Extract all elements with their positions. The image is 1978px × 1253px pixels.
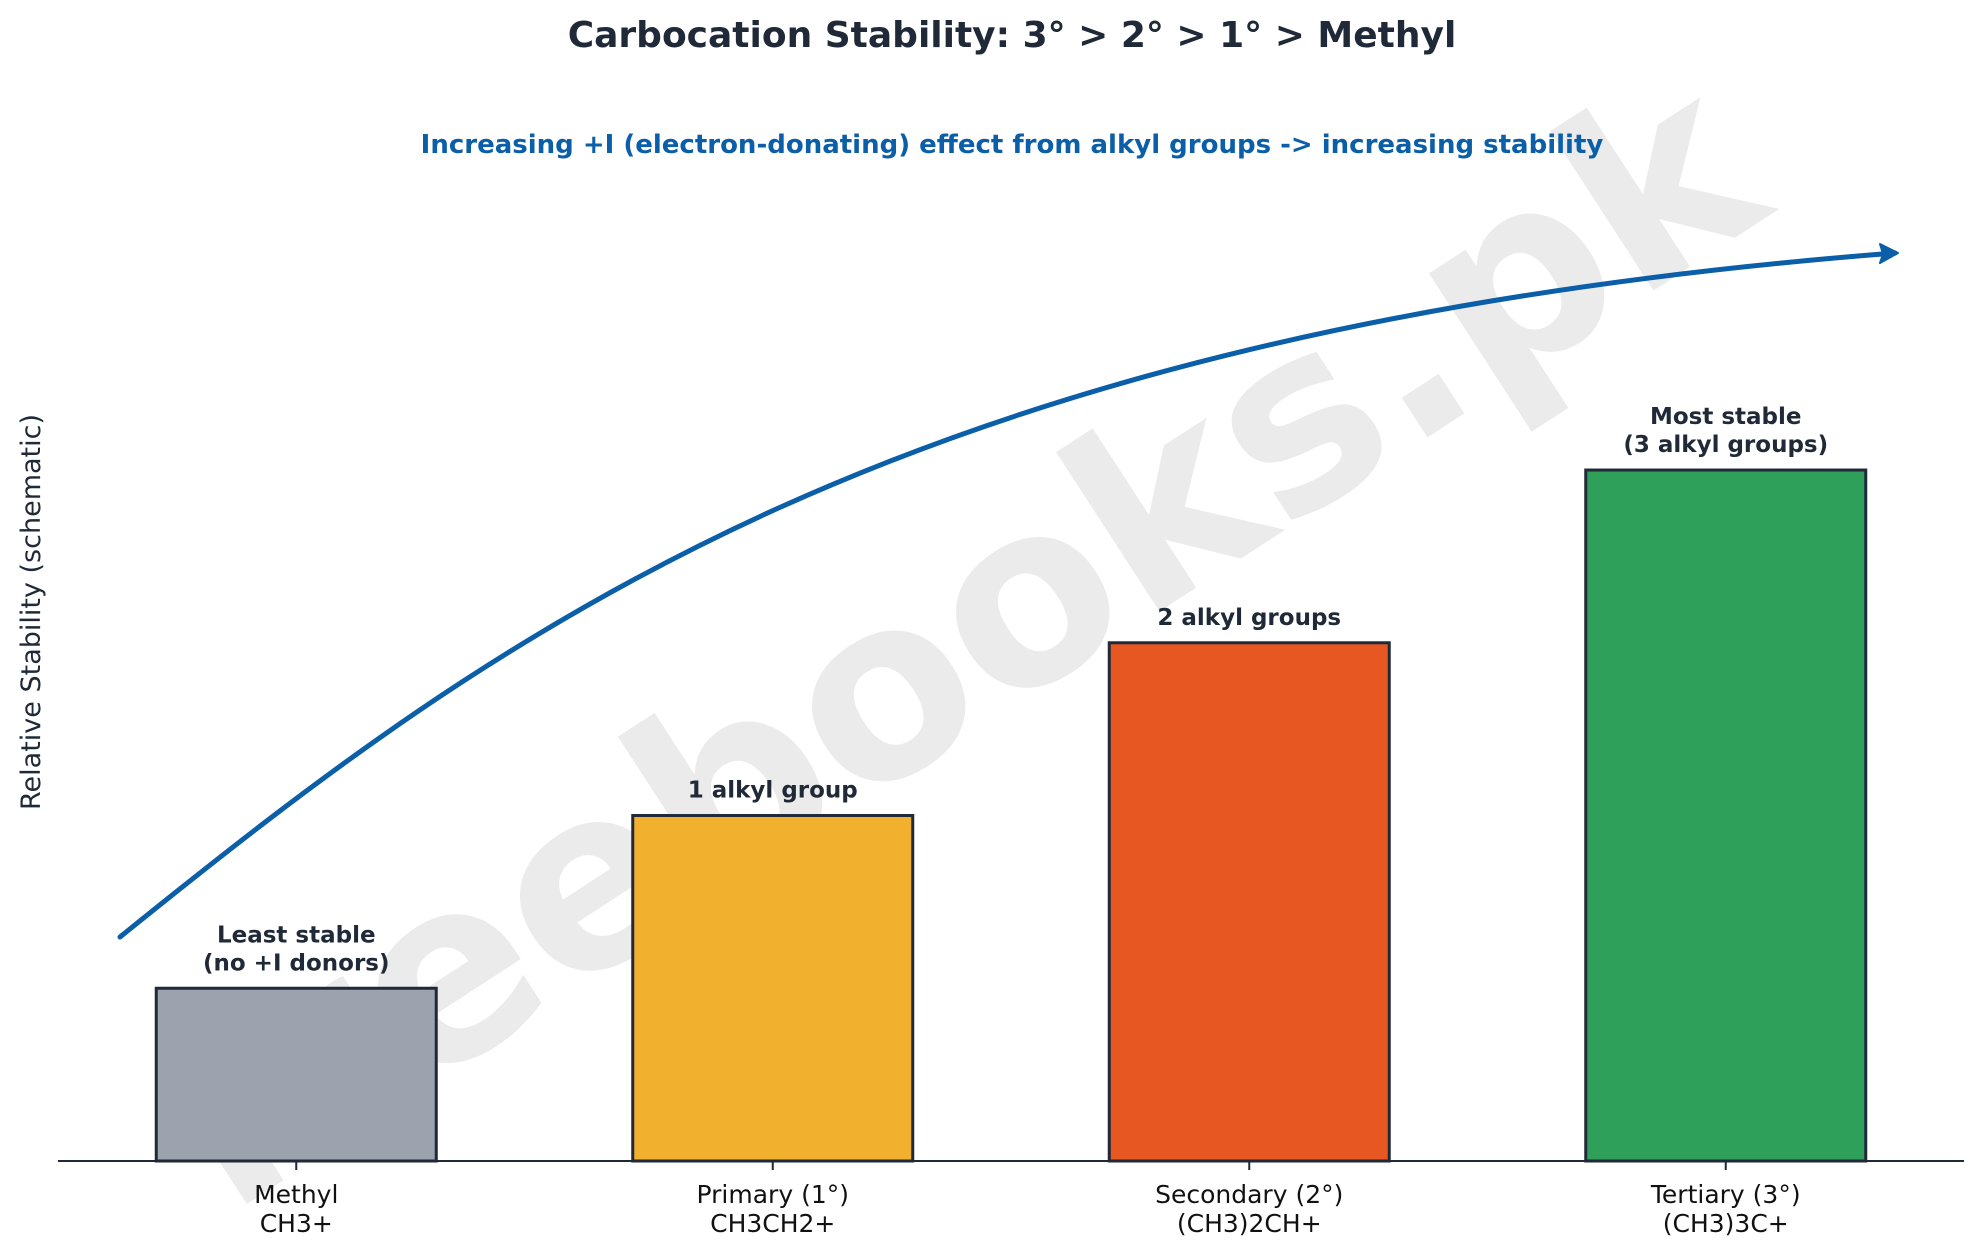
- trend-arrow-group: [117, 243, 1899, 940]
- x-tick-label-1-0: Primary (1°): [697, 1180, 849, 1209]
- x-tick-label-0-0: Methyl: [254, 1180, 338, 1209]
- bar-0: [154, 986, 438, 1163]
- bar-1: [631, 814, 915, 1163]
- trend-arrow-head: [1879, 243, 1899, 264]
- x-tick-label-1-1: CH3CH2+: [710, 1209, 835, 1238]
- x-tick-label-0-1: CH3+: [260, 1209, 333, 1238]
- chart-title: Carbocation Stability: 3° > 2° > 1° > Me…: [568, 15, 1457, 56]
- chart-subtitle: Increasing +I (electron-donating) effect…: [421, 130, 1604, 160]
- bars-group: Least stable(no +I donors) 1 alkyl group 2…: [154, 404, 1868, 1163]
- trend-arrow-curve: [117, 250, 1898, 940]
- x-tick-label-2-0: Secondary (2°): [1155, 1180, 1343, 1209]
- x-tick-label-2-1: (CH3)2CH+: [1177, 1209, 1322, 1238]
- bar-annotation-3-1: (3 alkyl groups): [1623, 432, 1828, 458]
- bar-3: [1584, 468, 1868, 1163]
- bar-2: [1107, 641, 1391, 1163]
- bar-annotation-3-0: Most stable: [1650, 404, 1802, 430]
- bar-annotation-0-1: (no +I donors): [203, 950, 390, 976]
- x-tick-label-3-1: (CH3)3C+: [1663, 1209, 1789, 1238]
- bar-annotation-0-0: Least stable: [217, 922, 376, 948]
- bar-annotation-2-0: 2 alkyl groups: [1157, 605, 1341, 631]
- bar-annotation-1-0: 1 alkyl group: [688, 778, 858, 804]
- x-tick-label-3-0: Tertiary (3°): [1650, 1180, 1801, 1209]
- y-axis-label: Relative Stability (schematic): [16, 414, 47, 810]
